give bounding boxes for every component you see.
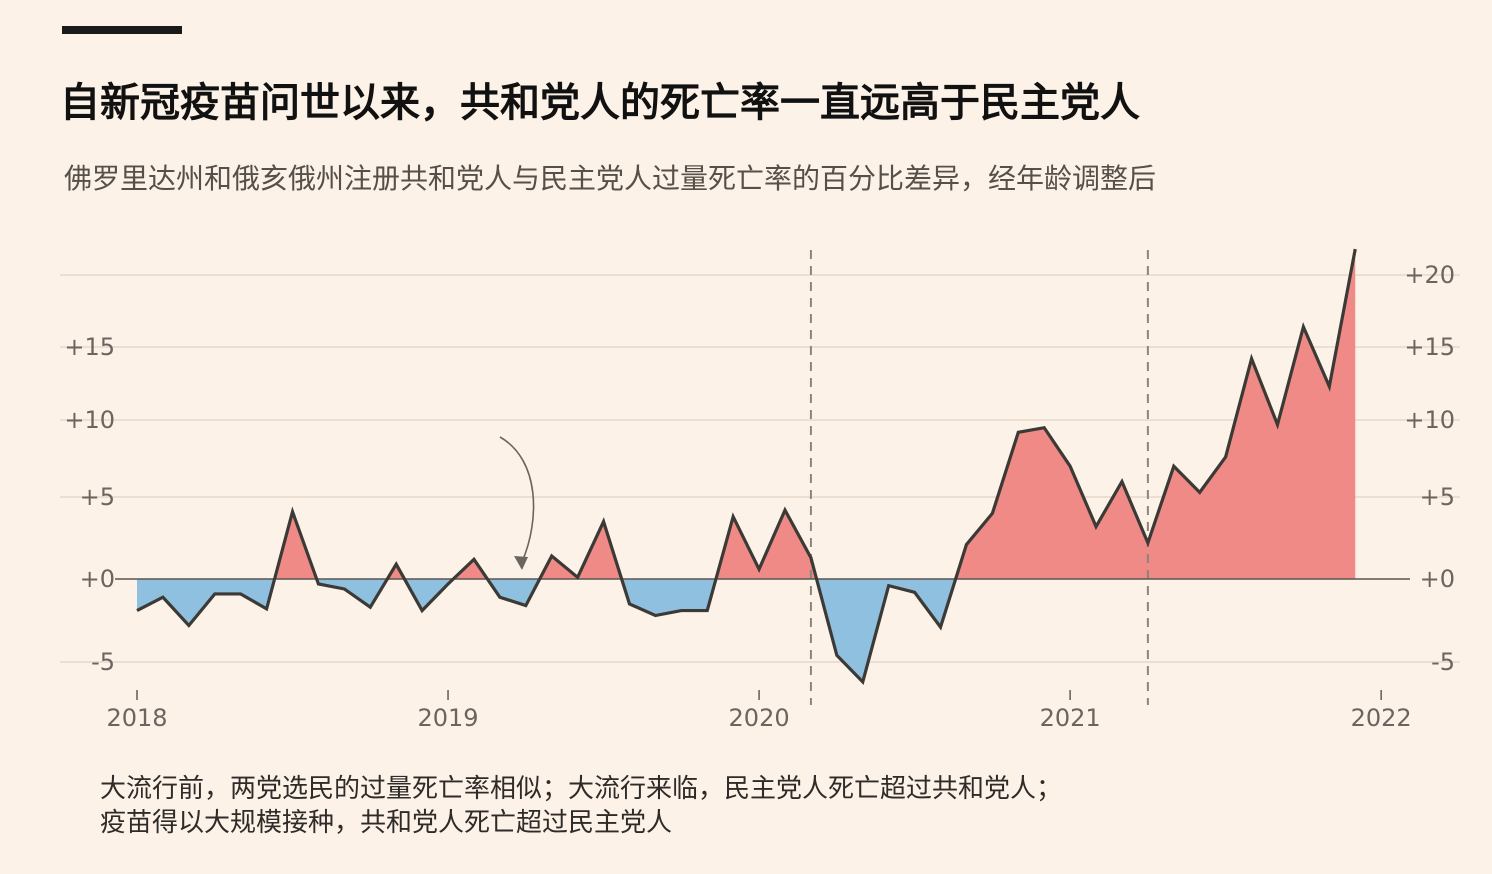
y-tick-label-left: -5 [91, 648, 115, 676]
y-tick-label-right: +10 [1404, 406, 1455, 434]
y-tick-label-left: +15 [64, 333, 115, 361]
chart-title: 自新冠疫苗问世以来，共和党人的死亡率一直远高于民主党人 [60, 80, 1140, 126]
negative-area [137, 579, 1356, 682]
y-tick-label-right: +15 [1404, 333, 1455, 361]
footnote-line-1: 大流行前，两党选民的过量死亡率相似；大流行来临，民主党人死亡超过共和党人； [100, 774, 1063, 804]
x-tick-label: 2020 [729, 704, 790, 732]
series-line [136, 248, 1357, 686]
annotation-arrow [499, 436, 535, 563]
x-tick-label: 2019 [418, 704, 479, 732]
annotation-arrowhead [514, 556, 528, 570]
y-tick-label-left: +5 [80, 483, 115, 511]
chart-subtitle: 佛罗里达州和俄亥俄州注册共和党人与民主党人过量死亡率的百分比差异，经年龄调整后 [64, 162, 1157, 195]
y-tick-label-right: +0 [1420, 565, 1455, 593]
footnote-line-2: 疫苗得以大规模接种，共和党人死亡超过民主党人 [100, 808, 673, 838]
x-tick-label: 2021 [1040, 704, 1101, 732]
y-tick-label-right: +5 [1420, 483, 1455, 511]
y-tick-label-right: +20 [1404, 261, 1455, 289]
y-tick-label-right: -5 [1431, 648, 1455, 676]
x-tick-label: 2018 [106, 704, 167, 732]
y-tick-label-left: +0 [80, 565, 115, 593]
positive-area [137, 249, 1356, 579]
footnote: 大流行前，两党选民的过量死亡率相似；大流行来临，民主党人死亡超过共和党人； 疫苗… [100, 772, 1062, 840]
header-rule [62, 26, 182, 34]
y-tick-label-left: +10 [64, 406, 115, 434]
x-tick-label: 2022 [1351, 704, 1412, 732]
